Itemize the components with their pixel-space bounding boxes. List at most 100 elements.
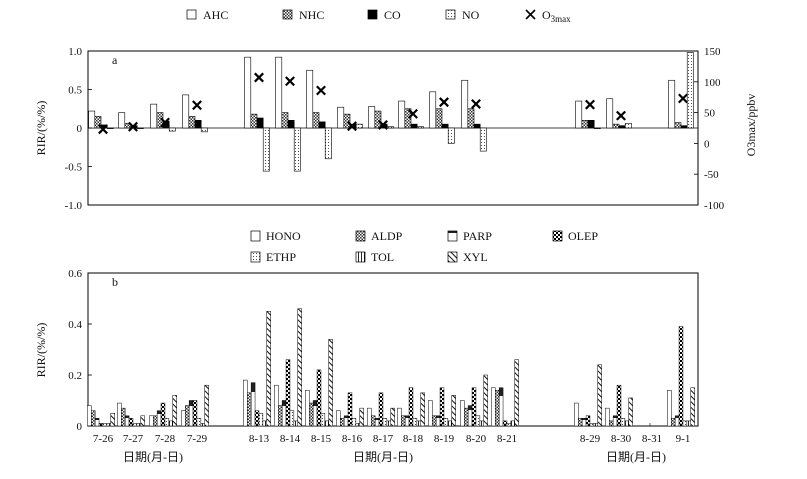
- bar-a-nhc-8-20: [467, 108, 475, 129]
- y2-axis-ticks-a: 150 100 50 0 -50 -100: [694, 46, 725, 212]
- bar-a-ahc-8-29: [575, 100, 583, 129]
- bar-a-ahc-8-17: [368, 106, 376, 129]
- bar-a-nhc-8-16: [343, 113, 351, 129]
- bar-b-parp-7-27: [124, 415, 130, 427]
- bar-a-no-7-29: [200, 127, 208, 133]
- bar-b-aldp-7-27: [121, 407, 126, 427]
- bar-b-tol-8-29: [593, 423, 598, 427]
- bar-b-ethp-8-18: [412, 418, 418, 427]
- y-tick-label-a: -0.5: [65, 162, 83, 174]
- legend-label-xyl: XYL: [463, 250, 488, 264]
- bar-b-xyl-7-26: [110, 413, 115, 427]
- bar-b-aldp-8-14: [278, 405, 283, 427]
- o3max-point-8-13: [254, 72, 264, 83]
- y2-tick-label-a: 100: [704, 77, 721, 89]
- bar-a-no-8-20: [479, 127, 487, 152]
- bar-b-tol-7-29: [200, 423, 206, 427]
- bar-b-aldp-8-20: [464, 407, 469, 427]
- y-tick-label-b: 0.4: [68, 319, 82, 331]
- plot-frame-b: [87, 272, 699, 427]
- bar-b-aldp-7-29: [185, 405, 190, 427]
- panel-a: 1.0 0.5 0 -0.5 -1.0 150 100 50 0 -50 -100 a RIR/(…: [34, 46, 758, 212]
- x-tick-label-8-18: 8-18: [403, 433, 424, 445]
- bar-b-tol-8-20: [479, 420, 485, 427]
- bar-b-aldp-8-13: [247, 392, 252, 427]
- bar-a-ahc-8-16: [337, 106, 345, 129]
- x-tick-label-8-20: 8-20: [466, 433, 487, 445]
- bar-b-xyl-8-16: [359, 407, 364, 427]
- bar-b-ethp-7-28: [164, 418, 170, 427]
- bar-b-hono-8-19: [428, 400, 433, 427]
- bar-a-ahc-8-30: [606, 98, 614, 129]
- o3max-point-8-29: [585, 99, 595, 110]
- bar-b-xyl-9-1: [690, 387, 695, 427]
- bar-b-ethp-8-17: [382, 418, 388, 427]
- y2-tick-label-a: 50: [704, 108, 716, 120]
- o3max-point-8-18: [408, 108, 418, 119]
- panel-label-a: a: [112, 53, 118, 67]
- bar-a-nhc-7-26: [94, 116, 102, 129]
- bar-b-parp-8-30: [612, 415, 618, 427]
- bar-a-ahc-8-19: [429, 91, 437, 129]
- x-tick-label-8-16: 8-16: [342, 433, 363, 445]
- y-axis-ticks-b: 0.6 0.4 0.2 0: [68, 268, 92, 433]
- o3max-point-7-28: [160, 117, 170, 128]
- o3max-point-8-30: [616, 110, 626, 121]
- bar-b-parp-8-13: [250, 382, 256, 427]
- bar-b-olep-8-19: [439, 387, 445, 427]
- bar-b-ethp-8-29: [589, 423, 595, 427]
- x-tick-label-9-1: 9-1: [676, 433, 691, 445]
- legend-swatch-no: [445, 9, 456, 20]
- bar-b-hono-8-14: [274, 384, 279, 427]
- legend-label-o3max: O3max: [542, 8, 571, 24]
- bar-b-olep-8-30: [616, 384, 622, 427]
- x-tick-label-8-13: 8-13: [249, 433, 270, 445]
- bar-b-hono-7-27: [117, 402, 122, 427]
- bar-a-co-8-19: [441, 123, 449, 129]
- legend-swatch-ethp: [250, 251, 261, 263]
- bar-a-no-7-28: [168, 127, 176, 132]
- bar-b-xyl-8-18: [420, 392, 425, 427]
- bar-b-xyl-8-14: [297, 308, 302, 427]
- bar-b-xyl-8-20: [483, 374, 488, 427]
- bar-b-tol-9-1: [686, 420, 691, 427]
- bar-a-co-8-15: [318, 121, 326, 129]
- bar-b-xyl-8-17: [390, 407, 395, 427]
- o3max-point-7-29: [192, 100, 202, 111]
- bar-a-ahc-7-27: [118, 112, 126, 129]
- legend-swatch-hono: [250, 230, 261, 242]
- bar-a-co-8-30: [618, 125, 626, 129]
- o3max-point-7-27: [128, 121, 138, 132]
- legend-panel-a: AHC NHC CO NO O3max: [186, 8, 571, 24]
- bar-b-aldp-8-21: [495, 390, 500, 427]
- bar-b-hono-8-21: [491, 387, 496, 427]
- bar-b-hono-9-1: [667, 390, 672, 427]
- o3max-point-7-26: [98, 124, 108, 135]
- bar-b-xyl-7-27: [140, 415, 145, 427]
- y-tick-label-a: 1.0: [68, 46, 82, 58]
- legend-label-parp: PARP: [463, 229, 492, 243]
- bar-b-tol-8-30: [624, 420, 629, 427]
- bar-b-parp-7-28: [156, 410, 162, 427]
- y-tick-label-a: 0: [77, 123, 83, 135]
- legend-swatch-olep: [552, 230, 563, 242]
- bar-a-no-8-16: [355, 123, 363, 129]
- o3max-point-8-19: [439, 97, 449, 108]
- x-tick-label-8-31: 8-31: [642, 433, 662, 445]
- bar-b-tol-8-16: [355, 423, 361, 427]
- y-axis-ticks-a: 1.0 0.5 0 -0.5 -1.0: [65, 46, 92, 212]
- bar-b-ethp-8-15: [320, 413, 326, 427]
- bar-b-tol-8-21: [510, 420, 516, 427]
- bar-a-co-8-14: [287, 120, 295, 129]
- bar-b-hono-7-28: [149, 415, 154, 427]
- bar-b-olep-8-18: [408, 387, 414, 427]
- x-axis-label-group2: 日期(月-日): [353, 450, 413, 464]
- y-tick-label-a: 0.5: [68, 85, 82, 97]
- x-tick-label-7-26: 7-26: [93, 433, 114, 445]
- bar-b-ethp-8-13: [258, 413, 264, 427]
- bar-b-olep-7-29: [192, 400, 198, 427]
- y2-tick-label-a: 0: [704, 138, 710, 150]
- bar-b-olep-8-15: [316, 369, 322, 427]
- y2-tick-label-a: 150: [704, 46, 721, 58]
- o3max-point-8-17: [378, 119, 388, 130]
